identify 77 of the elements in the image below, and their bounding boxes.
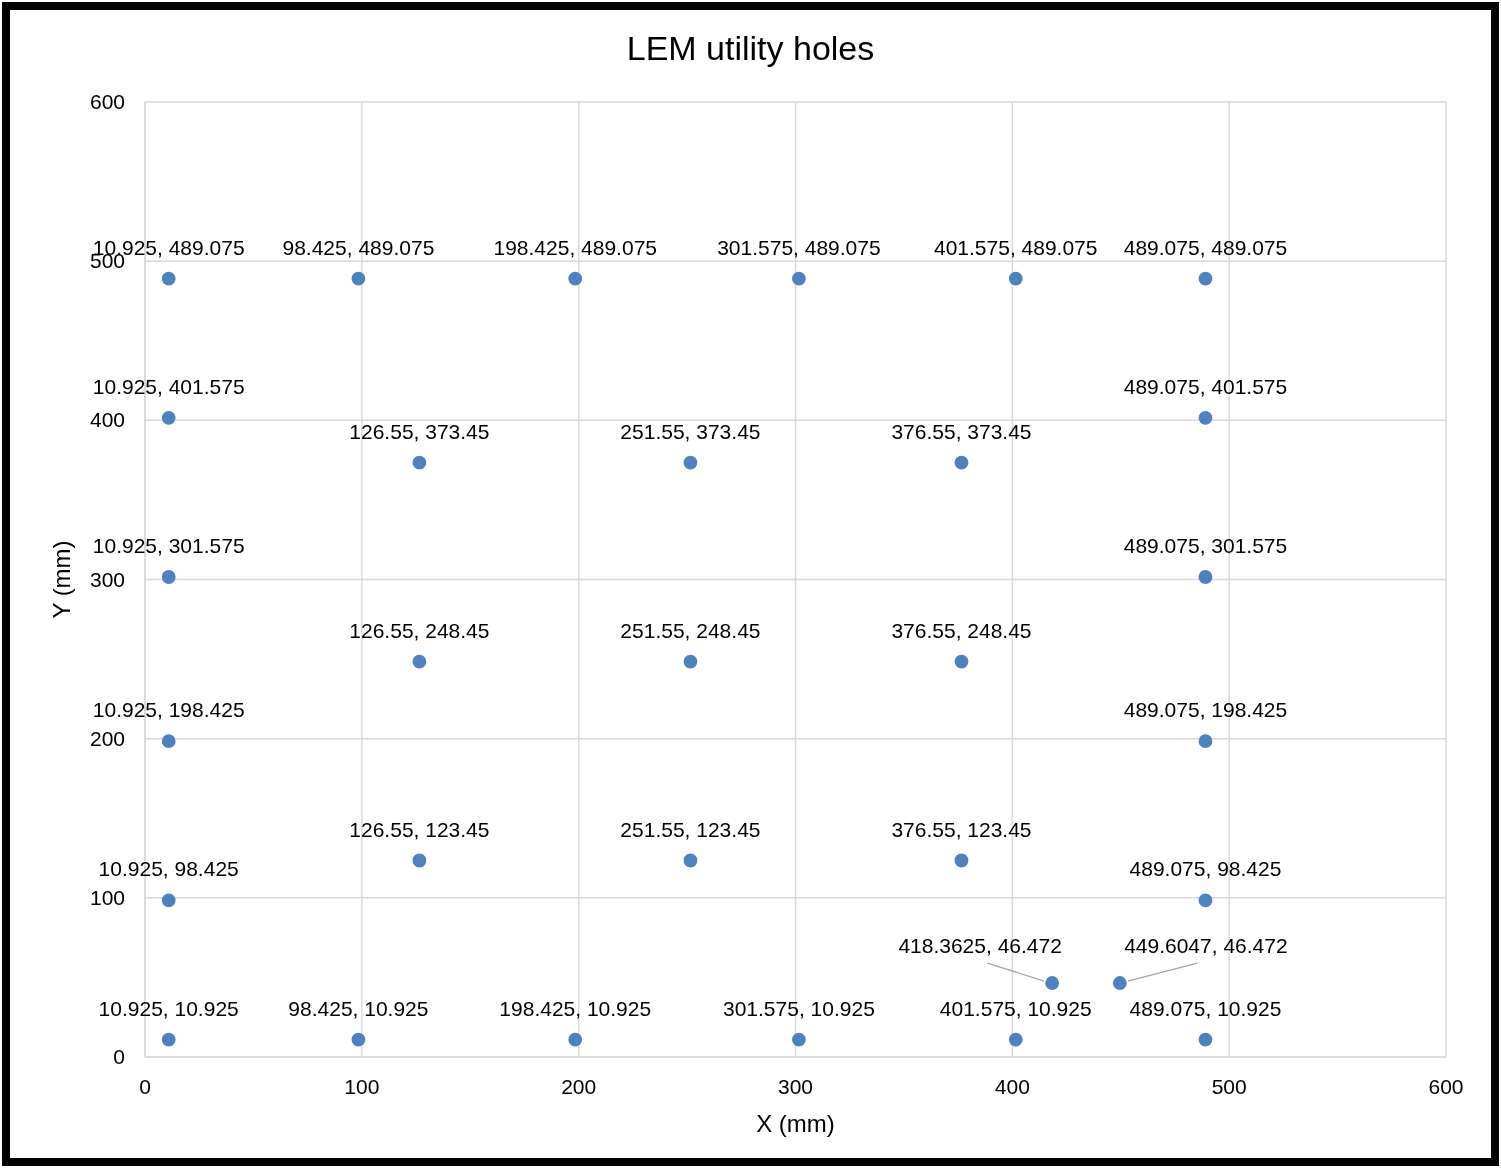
point: [412, 455, 427, 470]
data-label: 301.575, 10.925: [723, 996, 875, 1020]
point: [161, 410, 176, 425]
data-label: 10.925, 301.575: [92, 533, 245, 557]
point: [1008, 1032, 1023, 1047]
point: [568, 271, 583, 286]
data-label: 10.925, 401.575: [92, 374, 245, 398]
data-label: 489.075, 10.925: [1129, 996, 1282, 1020]
point: [683, 654, 698, 669]
data-label: 251.55, 248.45: [620, 618, 761, 642]
point: [351, 271, 366, 286]
data-label: 10.925, 10.925: [98, 996, 239, 1020]
point: [568, 1032, 583, 1047]
point: [1198, 271, 1213, 286]
point: [1198, 1032, 1213, 1047]
point: [954, 853, 969, 868]
data-label: 418.3625, 46.472: [898, 934, 1062, 958]
data-label: 489.075, 98.425: [1129, 857, 1282, 881]
point: [161, 570, 176, 584]
data-label: 489.075, 489.075: [1123, 235, 1288, 259]
data-label: 251.55, 123.45: [620, 817, 761, 841]
data-label: 98.425, 489.075: [282, 235, 435, 259]
point: [161, 734, 176, 749]
point: [1198, 734, 1213, 749]
data-label: 198.425, 10.925: [499, 996, 652, 1020]
point: [1045, 976, 1060, 990]
point: [412, 853, 427, 868]
point: [161, 893, 176, 908]
point: [1198, 570, 1213, 584]
data-label: 489.075, 198.425: [1123, 698, 1288, 722]
point: [1008, 271, 1023, 286]
point: [1198, 410, 1213, 425]
y-tick-label: 300: [89, 567, 125, 591]
data-label: 10.925, 198.425: [92, 698, 245, 722]
x-tick-label: 0: [139, 1075, 151, 1098]
point: [1112, 976, 1127, 990]
data-label: 126.55, 248.45: [349, 618, 490, 642]
x-tick-label: 100: [344, 1075, 380, 1098]
data-label: 401.575, 489.075: [934, 235, 1098, 259]
point: [351, 1032, 366, 1047]
point: [683, 455, 698, 470]
data-label: 126.55, 373.45: [349, 419, 490, 443]
data-label: 376.55, 373.45: [891, 419, 1032, 443]
y-tick-label: 200: [89, 726, 125, 750]
data-label: 401.575, 10.925: [939, 996, 1092, 1020]
chart-title: LEM utility holes: [626, 29, 875, 67]
x-axis-title: X (mm): [756, 1110, 835, 1137]
data-label: 301.575, 489.075: [717, 235, 881, 259]
x-tick-label: 200: [561, 1075, 597, 1098]
y-tick-label: 0: [113, 1045, 125, 1068]
x-tick-label: 300: [777, 1075, 814, 1098]
point: [161, 1032, 176, 1047]
y-tick-label: 600: [89, 90, 125, 113]
point: [792, 271, 806, 286]
y-tick-label: 400: [89, 408, 125, 432]
data-label: 376.55, 248.45: [891, 618, 1032, 642]
point: [683, 853, 698, 868]
data-label: 198.425, 489.075: [493, 235, 657, 259]
data-label: 10.925, 98.425: [98, 857, 239, 881]
x-tick-label: 400: [994, 1075, 1030, 1098]
point: [954, 654, 969, 669]
data-label: 449.6047, 46.472: [1124, 934, 1288, 958]
data-label: 489.075, 301.575: [1123, 533, 1288, 557]
data-label: 376.55, 123.45: [891, 817, 1032, 841]
y-axis-title: Y (mm): [48, 540, 75, 619]
data-label: 251.55, 373.45: [620, 419, 761, 443]
point: [792, 1032, 806, 1047]
x-tick-label: 500: [1211, 1075, 1247, 1098]
data-label: 126.55, 123.45: [349, 817, 490, 841]
data-label: 489.075, 401.575: [1123, 374, 1288, 398]
point: [1198, 893, 1213, 908]
point: [412, 654, 427, 669]
point: [954, 455, 969, 470]
data-label: 98.425, 10.925: [288, 996, 429, 1020]
y-tick-label: 100: [89, 885, 125, 909]
x-tick-label: 600: [1428, 1075, 1464, 1098]
point: [161, 271, 176, 286]
